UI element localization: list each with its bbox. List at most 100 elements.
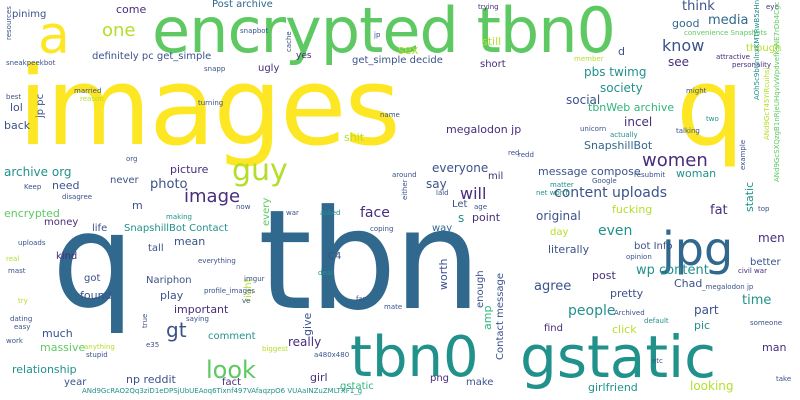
cloud-word: age bbox=[474, 203, 488, 211]
cloud-word: deal bbox=[318, 269, 333, 277]
cloud-word: turning bbox=[198, 99, 224, 107]
cloud-word: profile_images bbox=[204, 287, 256, 295]
cloud-word: ANd9GcRAO2Qq3ziD1eDPSjUbUEAoq6Tixnf497VA… bbox=[82, 387, 363, 395]
cloud-word: war bbox=[286, 209, 299, 217]
cloud-word: back bbox=[4, 119, 31, 132]
cloud-word: either bbox=[401, 179, 409, 200]
cloud-word: asked bbox=[320, 209, 341, 217]
cloud-word: post bbox=[592, 269, 616, 282]
cloud-word: society bbox=[600, 81, 643, 95]
cloud-word: bot Info bbox=[634, 241, 673, 252]
cloud-word: Archived bbox=[614, 309, 645, 317]
cloud-word: matter bbox=[550, 181, 574, 189]
cloud-word: reason bbox=[80, 95, 104, 103]
cloud-word: saying bbox=[186, 315, 209, 323]
cloud-word: ANd9GcT45YiRcuihsj bbox=[763, 67, 771, 140]
cloud-word: gt bbox=[166, 318, 187, 342]
cloud-word: etc bbox=[652, 357, 663, 365]
cloud-word: girlfriend bbox=[588, 381, 638, 394]
cloud-word: give bbox=[301, 312, 314, 336]
cloud-word: mil bbox=[488, 171, 504, 182]
cloud-word: ANd9GcSXQzgB1nRjeUHqvlvWpdvefKsNE7rDb4Cg… bbox=[773, 1, 781, 182]
cloud-word: d bbox=[618, 45, 625, 58]
cloud-word: way bbox=[432, 223, 453, 234]
cloud-word: money bbox=[44, 217, 79, 228]
cloud-word: take bbox=[776, 375, 792, 383]
cloud-word: message compose bbox=[538, 165, 641, 178]
cloud-word: around bbox=[392, 171, 417, 179]
cloud-word: content uploads bbox=[554, 185, 668, 201]
cloud-word: resubmit bbox=[634, 171, 666, 179]
cloud-word: best bbox=[6, 93, 22, 101]
cloud-word: pretty bbox=[610, 287, 644, 300]
cloud-word: make bbox=[466, 377, 494, 388]
cloud-word: images bbox=[18, 45, 401, 170]
cloud-word: every bbox=[261, 197, 272, 226]
cloud-word: see bbox=[668, 55, 690, 69]
cloud-word: still bbox=[482, 35, 502, 48]
cloud-word: year bbox=[64, 377, 87, 388]
cloud-word: think bbox=[682, 0, 715, 14]
cloud-word: incel bbox=[624, 115, 653, 129]
cloud-word: top bbox=[758, 205, 770, 213]
cloud-word: comment bbox=[208, 331, 256, 342]
cloud-word: sex bbox=[398, 43, 419, 57]
cloud-word: tbnWeb archive bbox=[588, 101, 675, 114]
cloud-word: wp content bbox=[636, 263, 709, 278]
cloud-word: social bbox=[566, 93, 601, 107]
cloud-word: q bbox=[676, 45, 745, 170]
cloud-word: coping bbox=[370, 225, 394, 233]
cloud-word: a480x480 bbox=[314, 351, 350, 359]
cloud-word: cache bbox=[285, 31, 293, 52]
cloud-word: name bbox=[380, 111, 400, 119]
cloud-word: member bbox=[574, 55, 604, 63]
cloud-word: Chad bbox=[674, 277, 703, 290]
cloud-word: _megalodon jp bbox=[702, 283, 754, 291]
cloud-word: shit bbox=[344, 131, 365, 144]
cloud-word: real bbox=[6, 255, 20, 263]
cloud-word: default bbox=[644, 317, 669, 325]
cloud-word: try bbox=[18, 297, 28, 305]
cloud-word: stupid bbox=[86, 351, 108, 359]
cloud-word: snapbot bbox=[240, 27, 269, 35]
cloud-word: part bbox=[694, 303, 719, 317]
cloud-word: opinion bbox=[626, 253, 652, 261]
cloud-word: though bbox=[746, 43, 782, 54]
cloud-word: yes bbox=[296, 51, 312, 61]
cloud-word: personality bbox=[732, 61, 772, 69]
cloud-word: jp pc bbox=[35, 93, 46, 118]
cloud-word: look bbox=[206, 356, 256, 384]
cloud-word: trying bbox=[478, 3, 499, 11]
cloud-word: sneakpeekbot bbox=[6, 59, 56, 67]
cloud-word: np reddit bbox=[126, 373, 176, 386]
cloud-word: Post archive bbox=[212, 0, 273, 10]
cloud-word: q bbox=[52, 185, 135, 337]
cloud-word: pic bbox=[694, 319, 711, 332]
cloud-word: Let bbox=[452, 199, 468, 210]
cloud-word: play bbox=[160, 289, 184, 302]
cloud-word: point bbox=[472, 211, 501, 224]
cloud-word: agree bbox=[534, 279, 572, 294]
cloud-word: two bbox=[706, 115, 719, 123]
cloud-word: mean bbox=[174, 235, 206, 248]
cloud-word: find bbox=[544, 323, 563, 334]
cloud-word: SnapshillBot Contact bbox=[124, 223, 229, 234]
cloud-word: red bbox=[508, 149, 520, 157]
cloud-word: png bbox=[430, 373, 450, 384]
cloud-word: everyone bbox=[432, 161, 489, 175]
cloud-word: never bbox=[110, 175, 139, 186]
cloud-word: now bbox=[236, 203, 251, 211]
cloud-word: know bbox=[662, 36, 705, 55]
cloud-word: e35 bbox=[146, 341, 160, 349]
cloud-word: lol bbox=[10, 101, 23, 114]
cloud-word: original bbox=[536, 209, 581, 223]
cloud-word: net worth bbox=[536, 189, 570, 197]
cloud-word: men bbox=[758, 231, 785, 245]
cloud-word: ve bbox=[242, 297, 251, 305]
cloud-word: easy bbox=[14, 323, 31, 331]
cloud-word: talking bbox=[676, 127, 700, 135]
cloud-word: time bbox=[742, 293, 772, 308]
cloud-word: looking bbox=[690, 379, 734, 393]
cloud-word: women bbox=[642, 150, 708, 171]
cloud-word: mast bbox=[8, 267, 26, 275]
